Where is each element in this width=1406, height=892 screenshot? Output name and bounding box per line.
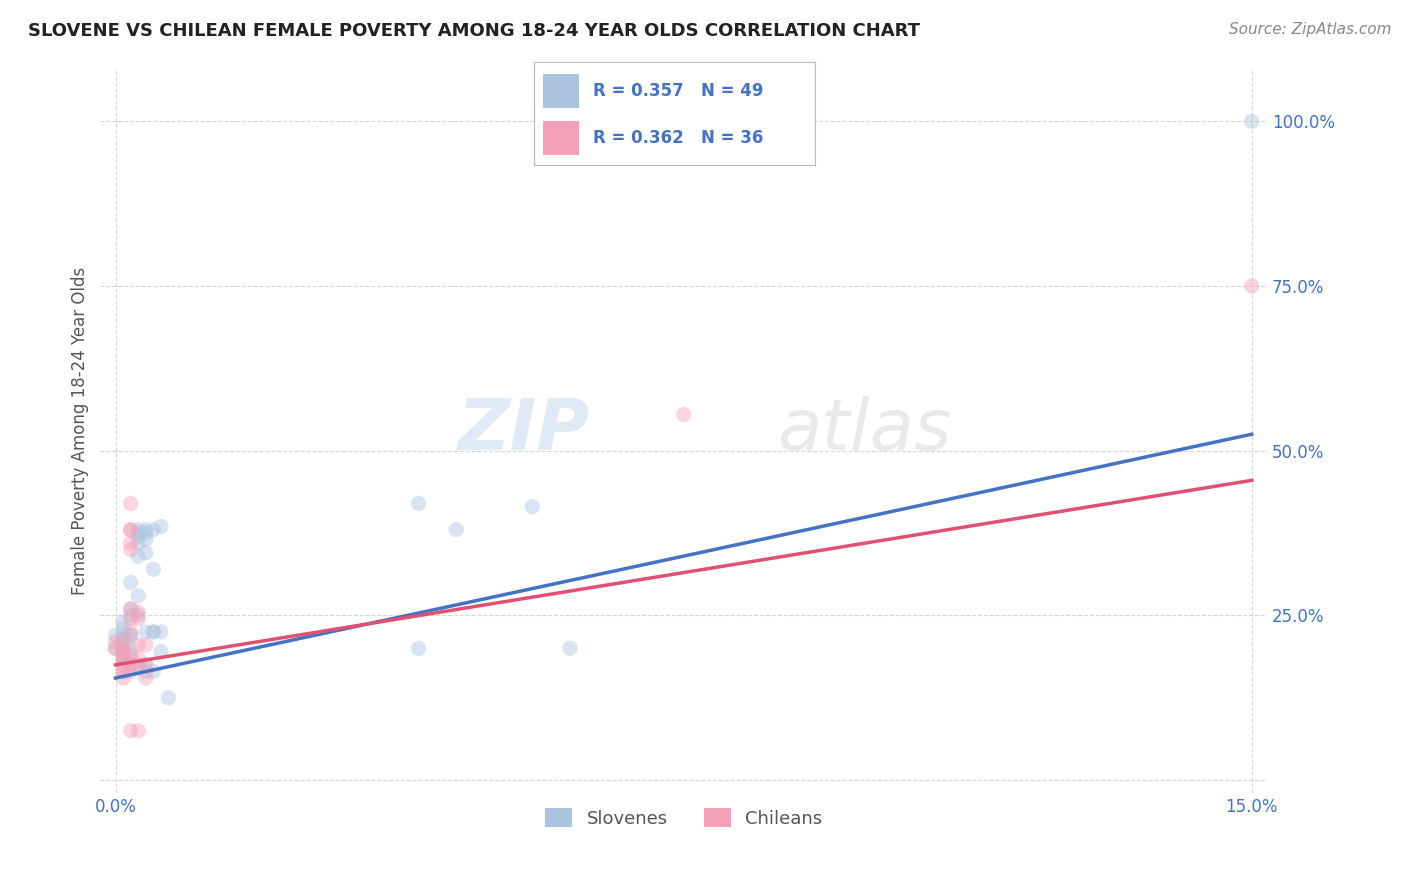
Point — [120, 496, 142, 510]
Point — [104, 641, 127, 656]
Point — [127, 661, 149, 675]
Point — [135, 657, 157, 672]
Point — [127, 605, 149, 619]
Point — [135, 624, 157, 639]
Point — [135, 665, 157, 679]
Point — [127, 608, 149, 623]
Point — [112, 645, 135, 659]
Point — [112, 645, 135, 659]
Point — [112, 628, 135, 642]
Point — [1240, 114, 1263, 128]
Point — [120, 608, 142, 623]
Point — [408, 496, 430, 510]
Point — [112, 651, 135, 665]
Point — [127, 529, 149, 543]
Point — [120, 624, 142, 639]
Point — [127, 523, 149, 537]
Point — [446, 523, 468, 537]
Point — [120, 523, 142, 537]
Point — [112, 632, 135, 646]
Point — [120, 575, 142, 590]
Point — [135, 546, 157, 560]
Point — [120, 648, 142, 662]
Point — [127, 657, 149, 672]
Point — [104, 634, 127, 648]
Point — [120, 665, 142, 679]
Point — [120, 536, 142, 550]
Point — [1240, 279, 1263, 293]
Point — [120, 641, 142, 656]
Point — [127, 612, 149, 626]
Point — [120, 723, 142, 738]
Point — [112, 671, 135, 685]
Point — [112, 665, 135, 679]
FancyBboxPatch shape — [543, 74, 579, 108]
Point — [135, 671, 157, 685]
Point — [149, 519, 172, 533]
Point — [127, 589, 149, 603]
Point — [142, 665, 165, 679]
Point — [149, 645, 172, 659]
Point — [149, 624, 172, 639]
Point — [112, 655, 135, 669]
Point — [520, 500, 543, 514]
Point — [142, 562, 165, 576]
Point — [120, 657, 142, 672]
Point — [112, 634, 135, 648]
Point — [120, 651, 142, 665]
Point — [672, 408, 695, 422]
Point — [120, 657, 142, 672]
Point — [127, 651, 149, 665]
Point — [127, 526, 149, 541]
Text: atlas: atlas — [778, 396, 952, 466]
Text: R = 0.362   N = 36: R = 0.362 N = 36 — [593, 128, 763, 147]
Point — [112, 665, 135, 679]
Point — [142, 624, 165, 639]
Point — [135, 526, 157, 541]
Point — [112, 622, 135, 636]
Point — [120, 612, 142, 626]
Legend: Slovenes, Chileans: Slovenes, Chileans — [537, 801, 830, 835]
Y-axis label: Female Poverty Among 18-24 Year Olds: Female Poverty Among 18-24 Year Olds — [72, 267, 89, 595]
Point — [157, 690, 180, 705]
Point — [135, 657, 157, 672]
Point — [558, 641, 581, 656]
Point — [112, 641, 135, 656]
Point — [112, 645, 135, 659]
Point — [120, 542, 142, 557]
Point — [112, 651, 135, 665]
Point — [408, 641, 430, 656]
Point — [112, 615, 135, 629]
Point — [104, 641, 127, 656]
Text: R = 0.357   N = 49: R = 0.357 N = 49 — [593, 82, 763, 100]
Point — [135, 638, 157, 652]
Point — [127, 723, 149, 738]
Point — [112, 645, 135, 659]
Point — [135, 523, 157, 537]
Point — [127, 536, 149, 550]
Point — [142, 523, 165, 537]
Point — [112, 641, 135, 656]
Point — [120, 628, 142, 642]
Point — [127, 638, 149, 652]
Text: SLOVENE VS CHILEAN FEMALE POVERTY AMONG 18-24 YEAR OLDS CORRELATION CHART: SLOVENE VS CHILEAN FEMALE POVERTY AMONG … — [28, 22, 920, 40]
Point — [142, 624, 165, 639]
Point — [112, 651, 135, 665]
Point — [120, 602, 142, 616]
Point — [104, 628, 127, 642]
Text: ZIP: ZIP — [458, 396, 591, 466]
Point — [120, 628, 142, 642]
Text: Source: ZipAtlas.com: Source: ZipAtlas.com — [1229, 22, 1392, 37]
Point — [112, 634, 135, 648]
FancyBboxPatch shape — [543, 121, 579, 155]
Point — [135, 533, 157, 547]
Point — [112, 657, 135, 672]
Point — [127, 549, 149, 563]
Point — [120, 602, 142, 616]
Point — [120, 523, 142, 537]
